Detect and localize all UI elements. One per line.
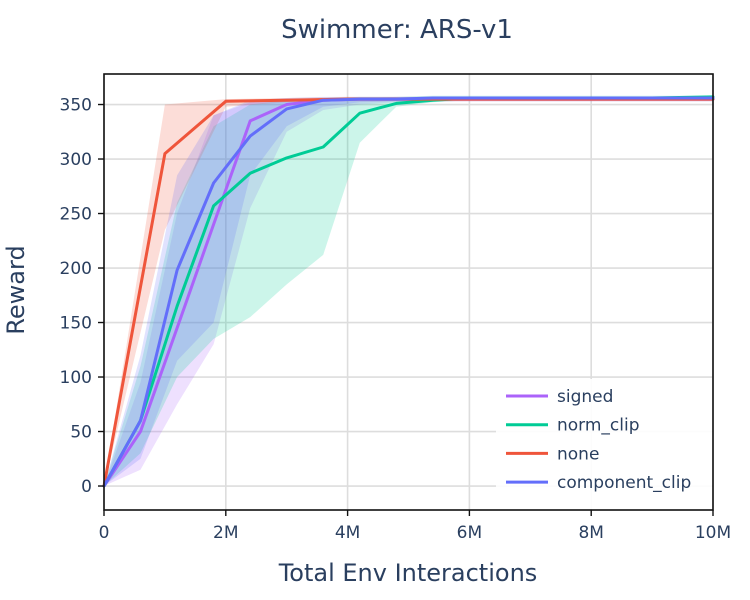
legend-label: signed [557,387,613,407]
plot-frame [103,73,714,511]
series-line-component-clip [102,96,715,488]
legend-box [496,379,712,509]
band-norm-clip [104,95,713,487]
legend-label: none [557,444,599,464]
x-tick-label: 8M [578,523,603,543]
band-none [104,96,713,487]
y-tick-label: 0 [81,477,92,497]
x-tick-label: 0 [99,523,110,543]
legend-label: component_clip [557,473,691,493]
x-tick-label: 10M [695,523,731,543]
x-tick-label: 6M [457,523,482,543]
legend-label: norm_clip [557,416,640,436]
y-axis-title: Reward [2,245,30,334]
x-axis-title: Total Env Interactions [278,559,538,587]
x-tick-label: 4M [335,523,360,543]
chart-title: Swimmer: ARS-v1 [281,15,513,45]
y-tick-label: 300 [60,150,92,170]
x-tick-label: 2M [213,523,238,543]
y-tick-label: 150 [60,314,92,334]
y-tick-label: 50 [70,423,92,443]
y-tick-label: 350 [60,96,92,116]
y-tick-label: 100 [60,368,92,388]
band-signed [104,96,713,487]
y-tick-label: 200 [60,259,92,279]
y-tick-label: 250 [60,205,92,225]
